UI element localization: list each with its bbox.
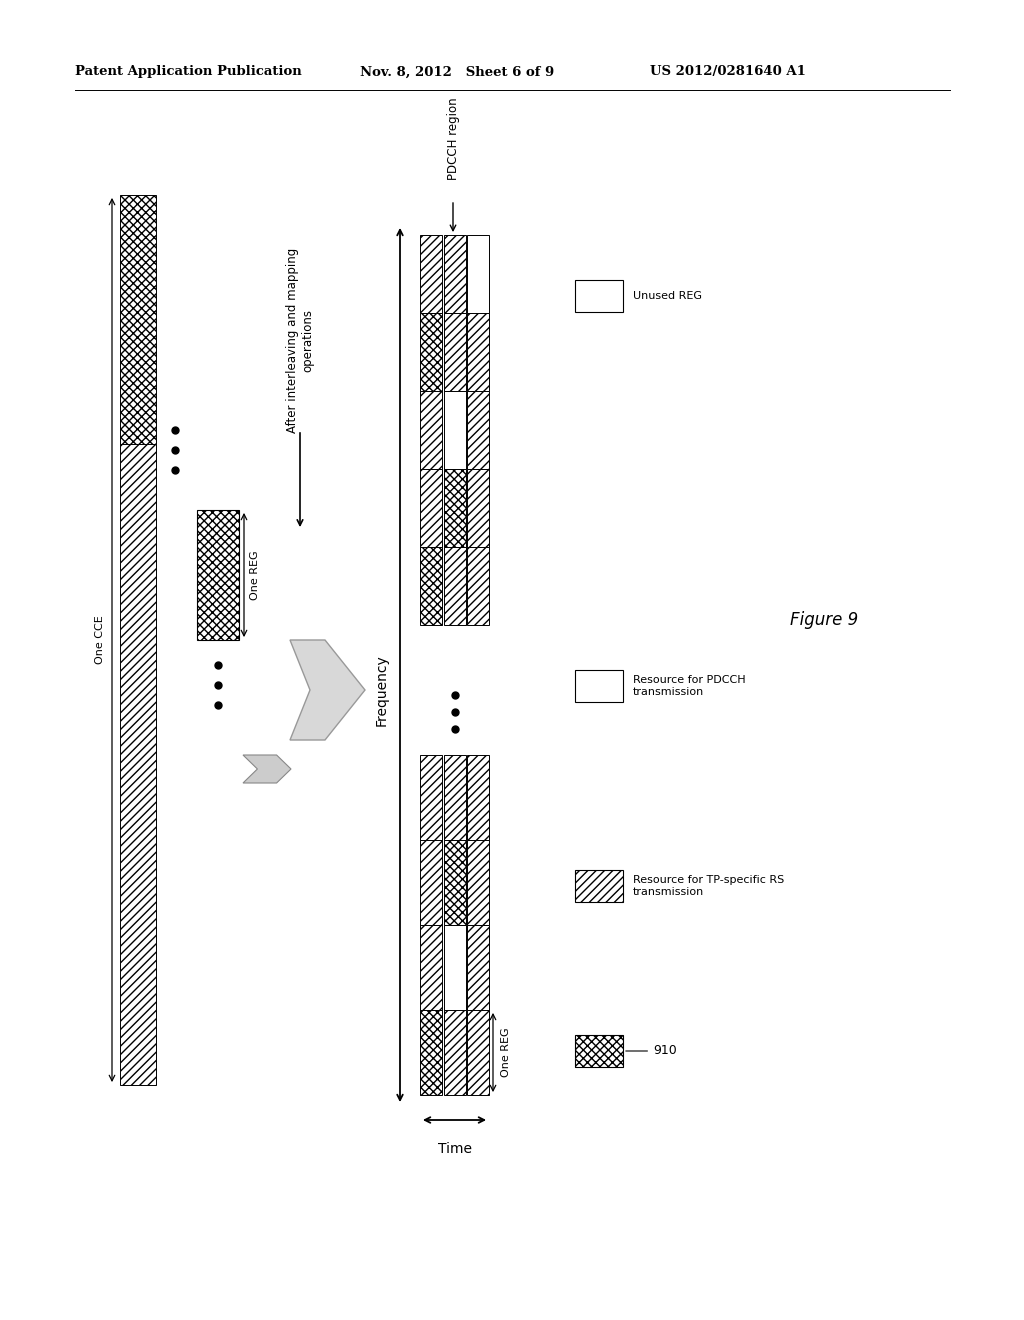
Bar xyxy=(575,1035,623,1067)
Bar xyxy=(575,870,623,902)
Bar xyxy=(443,391,466,469)
Bar xyxy=(575,671,623,702)
Bar xyxy=(467,391,489,469)
Bar xyxy=(443,235,466,313)
Bar xyxy=(467,925,489,1010)
Text: Resource for TP-specific RS
transmission: Resource for TP-specific RS transmission xyxy=(633,875,784,896)
Text: After interleaving and mapping
operations: After interleaving and mapping operation… xyxy=(286,247,314,433)
Bar xyxy=(443,840,466,925)
Bar xyxy=(467,235,489,313)
Polygon shape xyxy=(290,640,365,741)
Bar xyxy=(420,391,442,469)
Text: Time: Time xyxy=(437,1142,471,1156)
Text: Nov. 8, 2012   Sheet 6 of 9: Nov. 8, 2012 Sheet 6 of 9 xyxy=(360,66,554,78)
Bar xyxy=(443,546,466,624)
Bar xyxy=(575,280,623,312)
Text: Patent Application Publication: Patent Application Publication xyxy=(75,66,302,78)
Bar xyxy=(467,313,489,391)
Text: Figure 9: Figure 9 xyxy=(790,611,858,630)
Bar xyxy=(420,313,442,391)
Text: One REG: One REG xyxy=(501,1028,511,1077)
Text: PDCCH region: PDCCH region xyxy=(446,98,460,180)
Bar xyxy=(420,469,442,546)
Text: 910: 910 xyxy=(626,1044,677,1057)
Text: Unused REG: Unused REG xyxy=(633,290,702,301)
Bar xyxy=(467,840,489,925)
Text: One CCE: One CCE xyxy=(95,615,105,664)
Bar xyxy=(120,444,156,1085)
Bar xyxy=(443,755,466,840)
Bar xyxy=(467,469,489,546)
Bar xyxy=(443,313,466,391)
Text: US 2012/0281640 A1: US 2012/0281640 A1 xyxy=(650,66,806,78)
Bar xyxy=(443,925,466,1010)
Bar xyxy=(420,840,442,925)
Bar xyxy=(443,469,466,546)
Bar xyxy=(420,546,442,624)
Bar xyxy=(467,755,489,840)
Bar xyxy=(120,195,156,444)
Polygon shape xyxy=(243,755,291,783)
Text: Frequency: Frequency xyxy=(375,655,389,726)
Text: One REG: One REG xyxy=(250,550,260,599)
Bar xyxy=(467,546,489,624)
Bar xyxy=(420,755,442,840)
Bar xyxy=(443,1010,466,1096)
Bar xyxy=(420,1010,442,1096)
Text: Resource for PDCCH
transmission: Resource for PDCCH transmission xyxy=(633,676,745,697)
Bar xyxy=(420,235,442,313)
Bar xyxy=(197,510,239,640)
Bar xyxy=(420,925,442,1010)
Bar xyxy=(467,1010,489,1096)
